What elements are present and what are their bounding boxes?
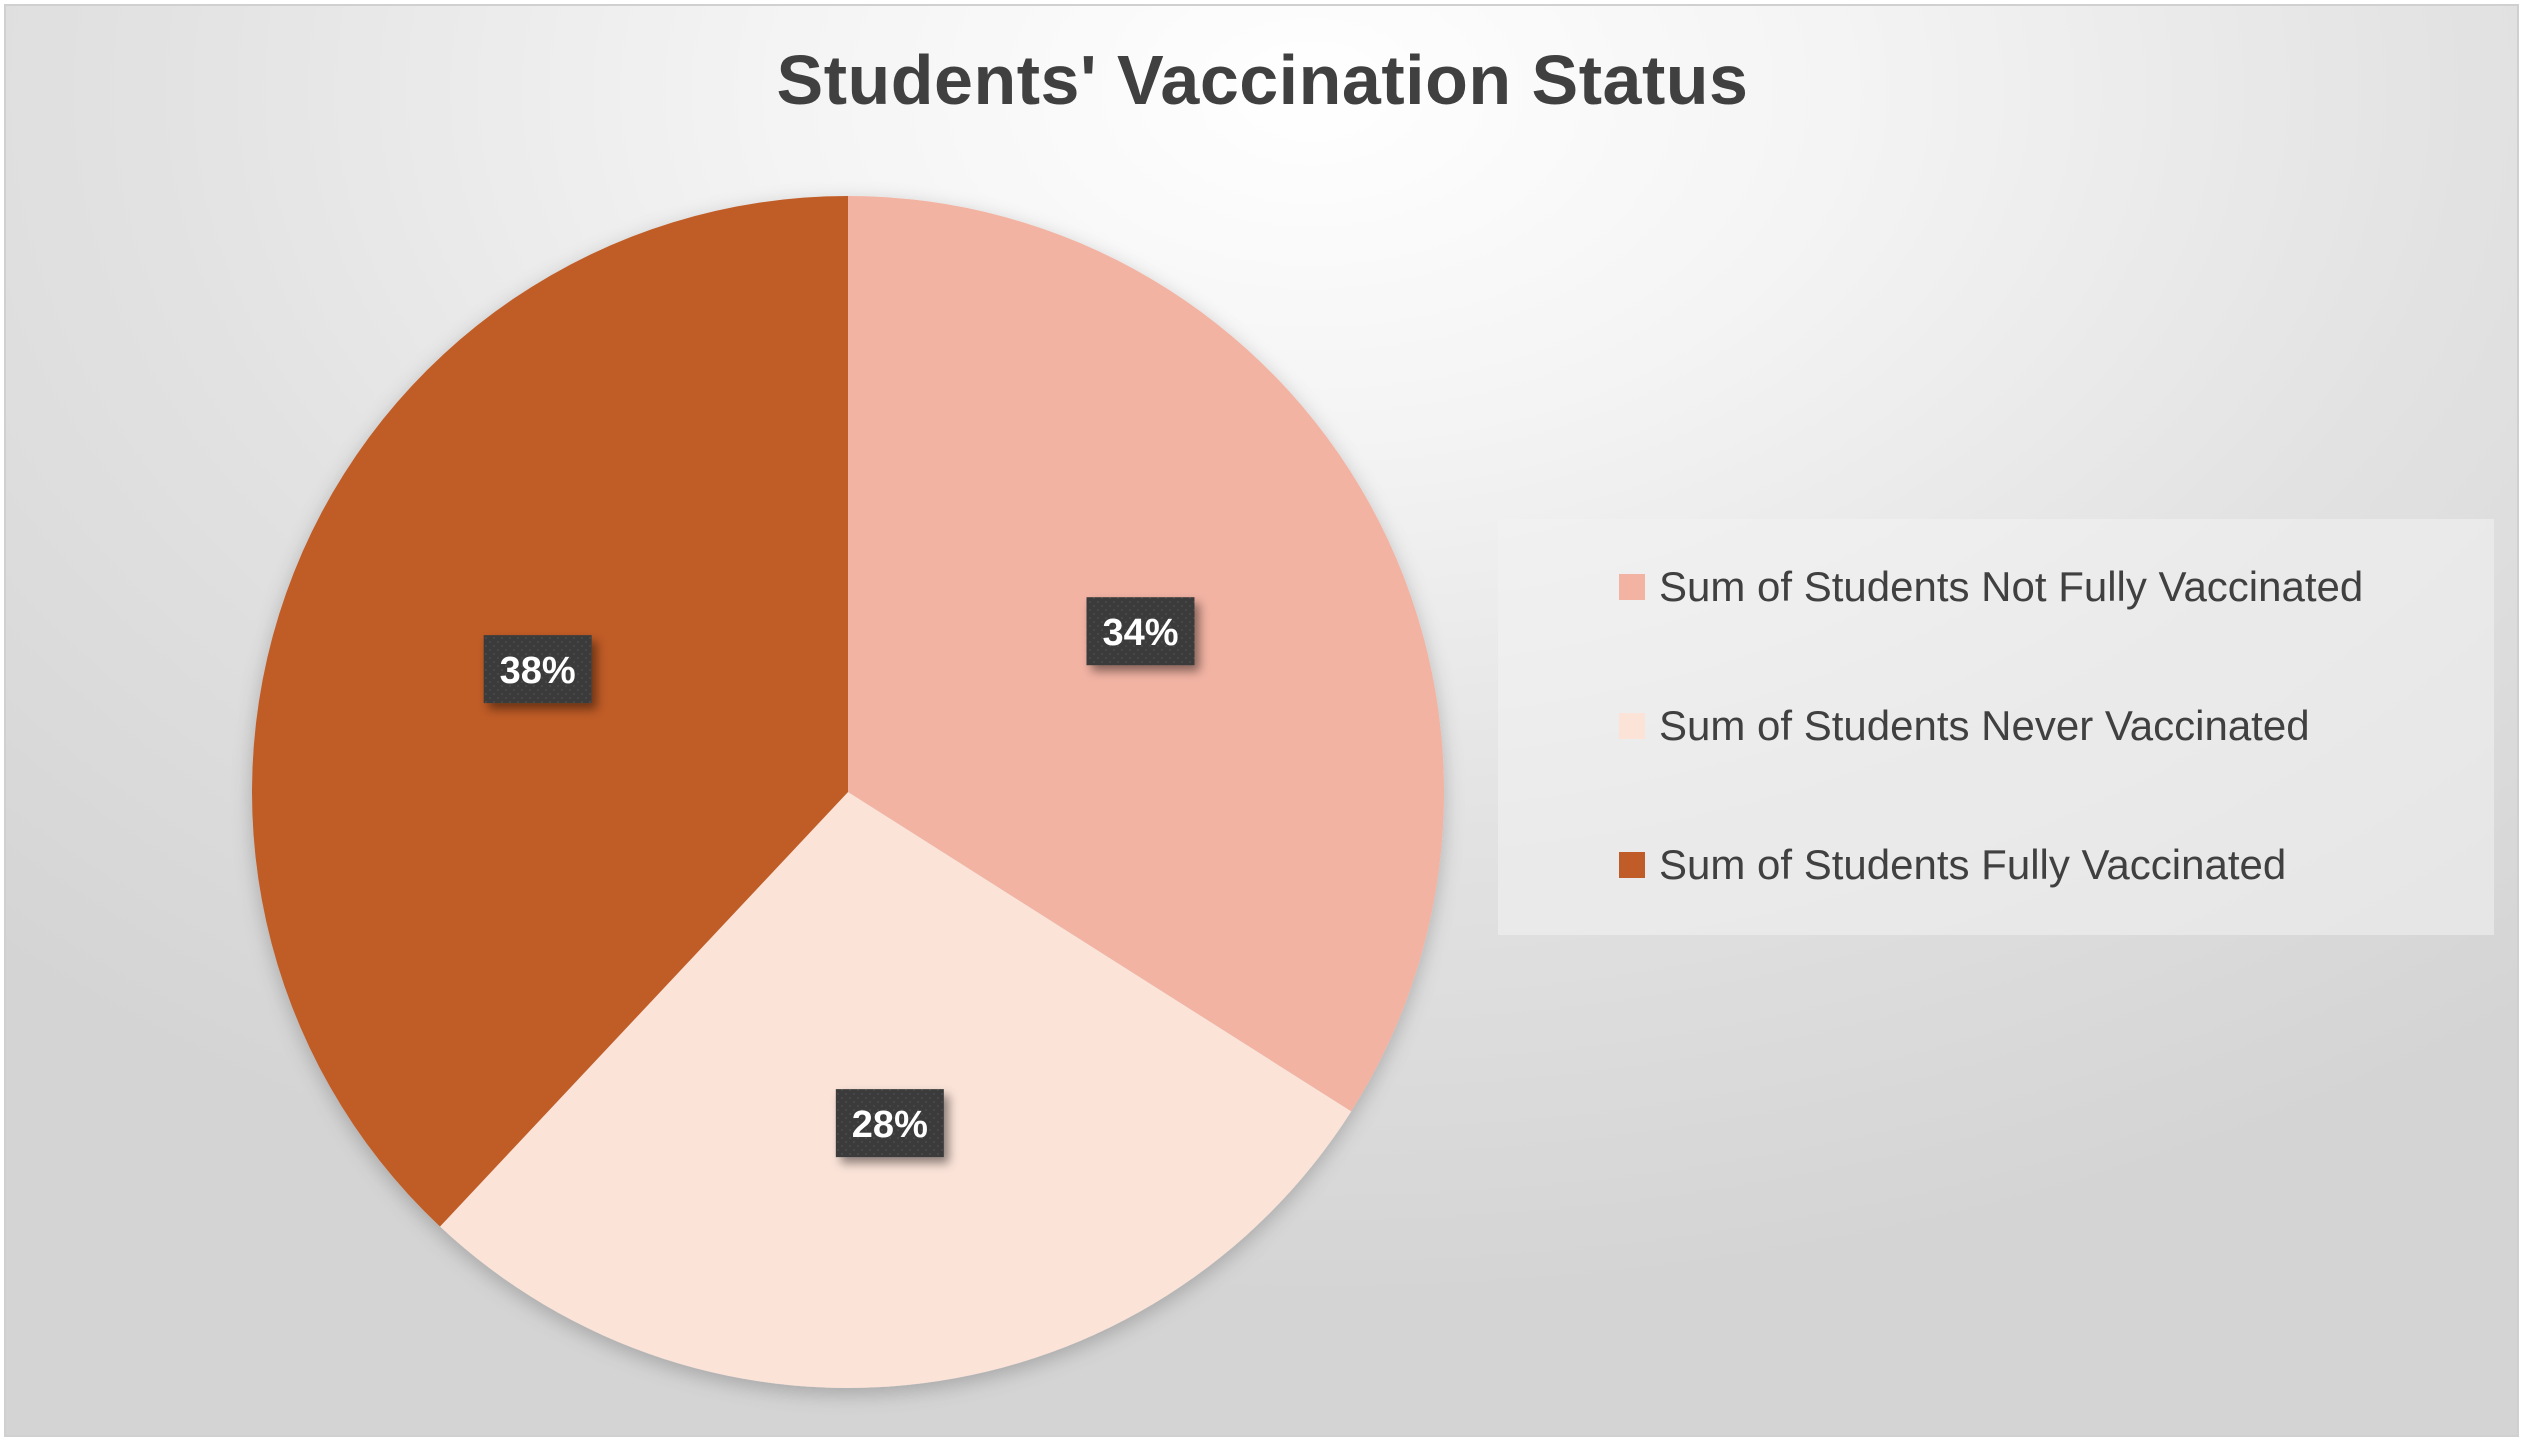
legend-label: Sum of Students Not Fully Vaccinated xyxy=(1659,563,2364,610)
pie-slice-fully-vaccinated[interactable] xyxy=(251,196,848,1227)
data-label-fully-vaccinated: 38% xyxy=(483,635,592,704)
data-label-never-vaccinated: 28% xyxy=(835,1089,944,1158)
chart-title: Students' Vaccination Status xyxy=(776,41,1749,119)
legend-swatch-not-fully-vaccinated xyxy=(1619,574,1645,600)
pie-slices xyxy=(251,196,1444,1389)
legend-swatch-never-vaccinated xyxy=(1619,713,1645,739)
data-label-box xyxy=(483,635,592,704)
data-label-box xyxy=(1086,597,1195,666)
legend-item-fully-vaccinated[interactable]: Sum of Students Fully Vaccinated xyxy=(1619,837,2494,893)
legend-swatch-fully-vaccinated xyxy=(1619,852,1645,878)
pie-data-labels: 34% 28% 38% xyxy=(483,597,1195,1158)
legend-item-not-fully-vaccinated[interactable]: Sum of Students Not Fully Vaccinated xyxy=(1619,559,2494,615)
legend-label: Sum of Students Fully Vaccinated xyxy=(1659,841,2287,888)
data-label-text: 38% xyxy=(500,650,576,692)
legend: Sum of Students Not Fully Vaccinated Sum… xyxy=(1498,519,2494,935)
data-label-text: 34% xyxy=(1102,612,1178,654)
legend-label: Sum of Students Never Vaccinated xyxy=(1659,702,2310,749)
data-label-text: 28% xyxy=(852,1104,928,1146)
legend-item-never-vaccinated[interactable]: Sum of Students Never Vaccinated xyxy=(1619,698,2494,754)
data-label-box xyxy=(835,1089,944,1158)
data-label-not-fully-vaccinated: 34% xyxy=(1086,597,1195,666)
